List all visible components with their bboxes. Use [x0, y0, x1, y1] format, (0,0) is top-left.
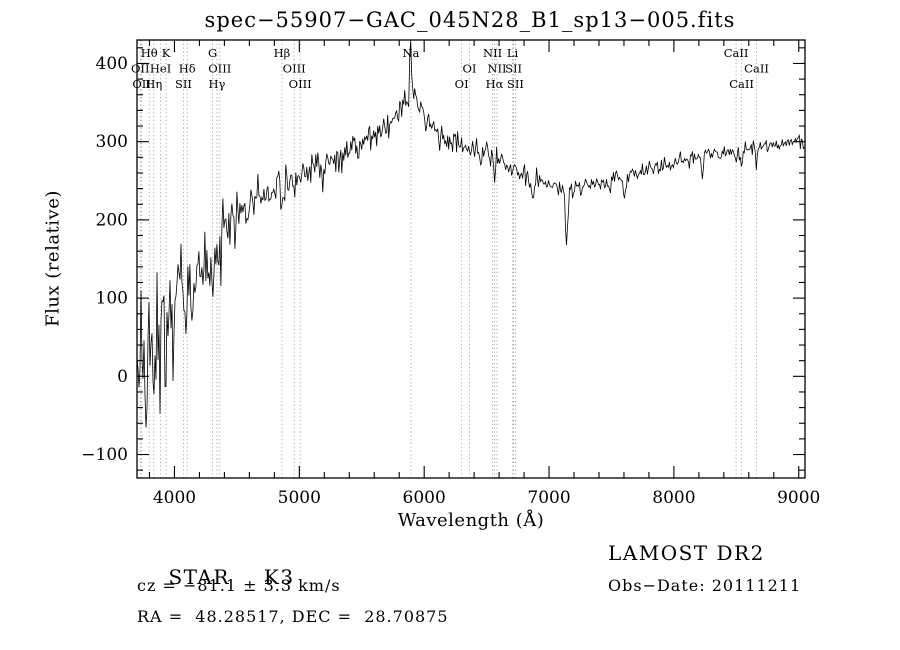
obs-date: Obs−Date: 20111211	[608, 576, 802, 595]
marker-label-OIII: OIII	[208, 62, 231, 76]
marker-label-Hα: Hα	[486, 77, 504, 91]
marker-label-OIII: OIII	[283, 62, 306, 76]
spectrum-trace	[136, 40, 805, 428]
marker-label-SII: SII	[507, 77, 524, 91]
marker-label-Hθ: Hθ	[141, 46, 158, 60]
x-tick-label: 7000	[527, 488, 570, 508]
marker-label-Hγ: Hγ	[208, 77, 225, 91]
plot-frame	[136, 39, 806, 479]
marker-label-Hδ: Hδ	[179, 62, 196, 76]
marker-label-SII: SII	[175, 77, 192, 91]
y-tick-label: 0	[117, 367, 128, 387]
marker-label-SII: SII	[505, 62, 522, 76]
marker-label-NII: NII	[483, 46, 502, 60]
y-tick-label: 200	[96, 210, 128, 230]
tick-labels: 4000 5000 6000 7000 8000 9000 −100 0 100 200 300 40…	[81, 54, 820, 508]
marker-label-Hβ: Hβ	[274, 46, 291, 60]
x-tick-label: 8000	[652, 488, 695, 508]
marker-label-OIII: OIII	[289, 77, 312, 91]
axis-ticks	[137, 40, 805, 478]
x-tick-label: 9000	[777, 488, 820, 508]
marker-label-NII: NII	[487, 62, 506, 76]
marker-label-OII: OII	[131, 62, 150, 76]
marker-label-CaII: CaII	[744, 62, 769, 76]
x-axis-label: Wavelength (Å)	[397, 510, 545, 531]
y-tick-label: 100	[96, 289, 128, 309]
marker-label-CaII: CaII	[724, 46, 749, 60]
marker-label-Li: Li	[507, 46, 519, 60]
y-axis-label: Flux (relative)	[42, 190, 64, 327]
spectral-line-markers: OIIOIIHθHηHeIKSIIHδGHγOIIIHβOIIIOIIINaOI…	[131, 40, 769, 478]
object-type: STAR	[168, 565, 230, 589]
y-tick-label: 300	[96, 132, 128, 152]
object-subclass: K3	[263, 565, 295, 589]
classification-line: STAR K3	[137, 541, 295, 613]
plot-title: spec−55907−GAC_045N28_B1_sp13−005.fits	[204, 8, 736, 32]
ra-dec-value: RA = 48.28517, DEC = 28.70875	[137, 607, 449, 626]
marker-label-CaII: CaII	[729, 77, 754, 91]
y-tick-label: 400	[96, 54, 128, 74]
y-tick-label: −100	[81, 445, 128, 465]
marker-label-K: K	[162, 46, 171, 60]
marker-label-Hη: Hη	[145, 77, 162, 91]
survey-label: LAMOST DR2	[608, 541, 765, 565]
x-tick-label: 5000	[278, 488, 321, 508]
marker-label-OI: OI	[455, 77, 469, 91]
marker-label-HeI: HeI	[150, 62, 171, 76]
marker-label-OI: OI	[463, 62, 477, 76]
x-tick-label: 4000	[153, 488, 196, 508]
x-tick-label: 6000	[403, 488, 446, 508]
cz-value: cz = −81.1 ± 3.3 km/s	[137, 576, 341, 595]
marker-label-G: G	[208, 46, 217, 60]
